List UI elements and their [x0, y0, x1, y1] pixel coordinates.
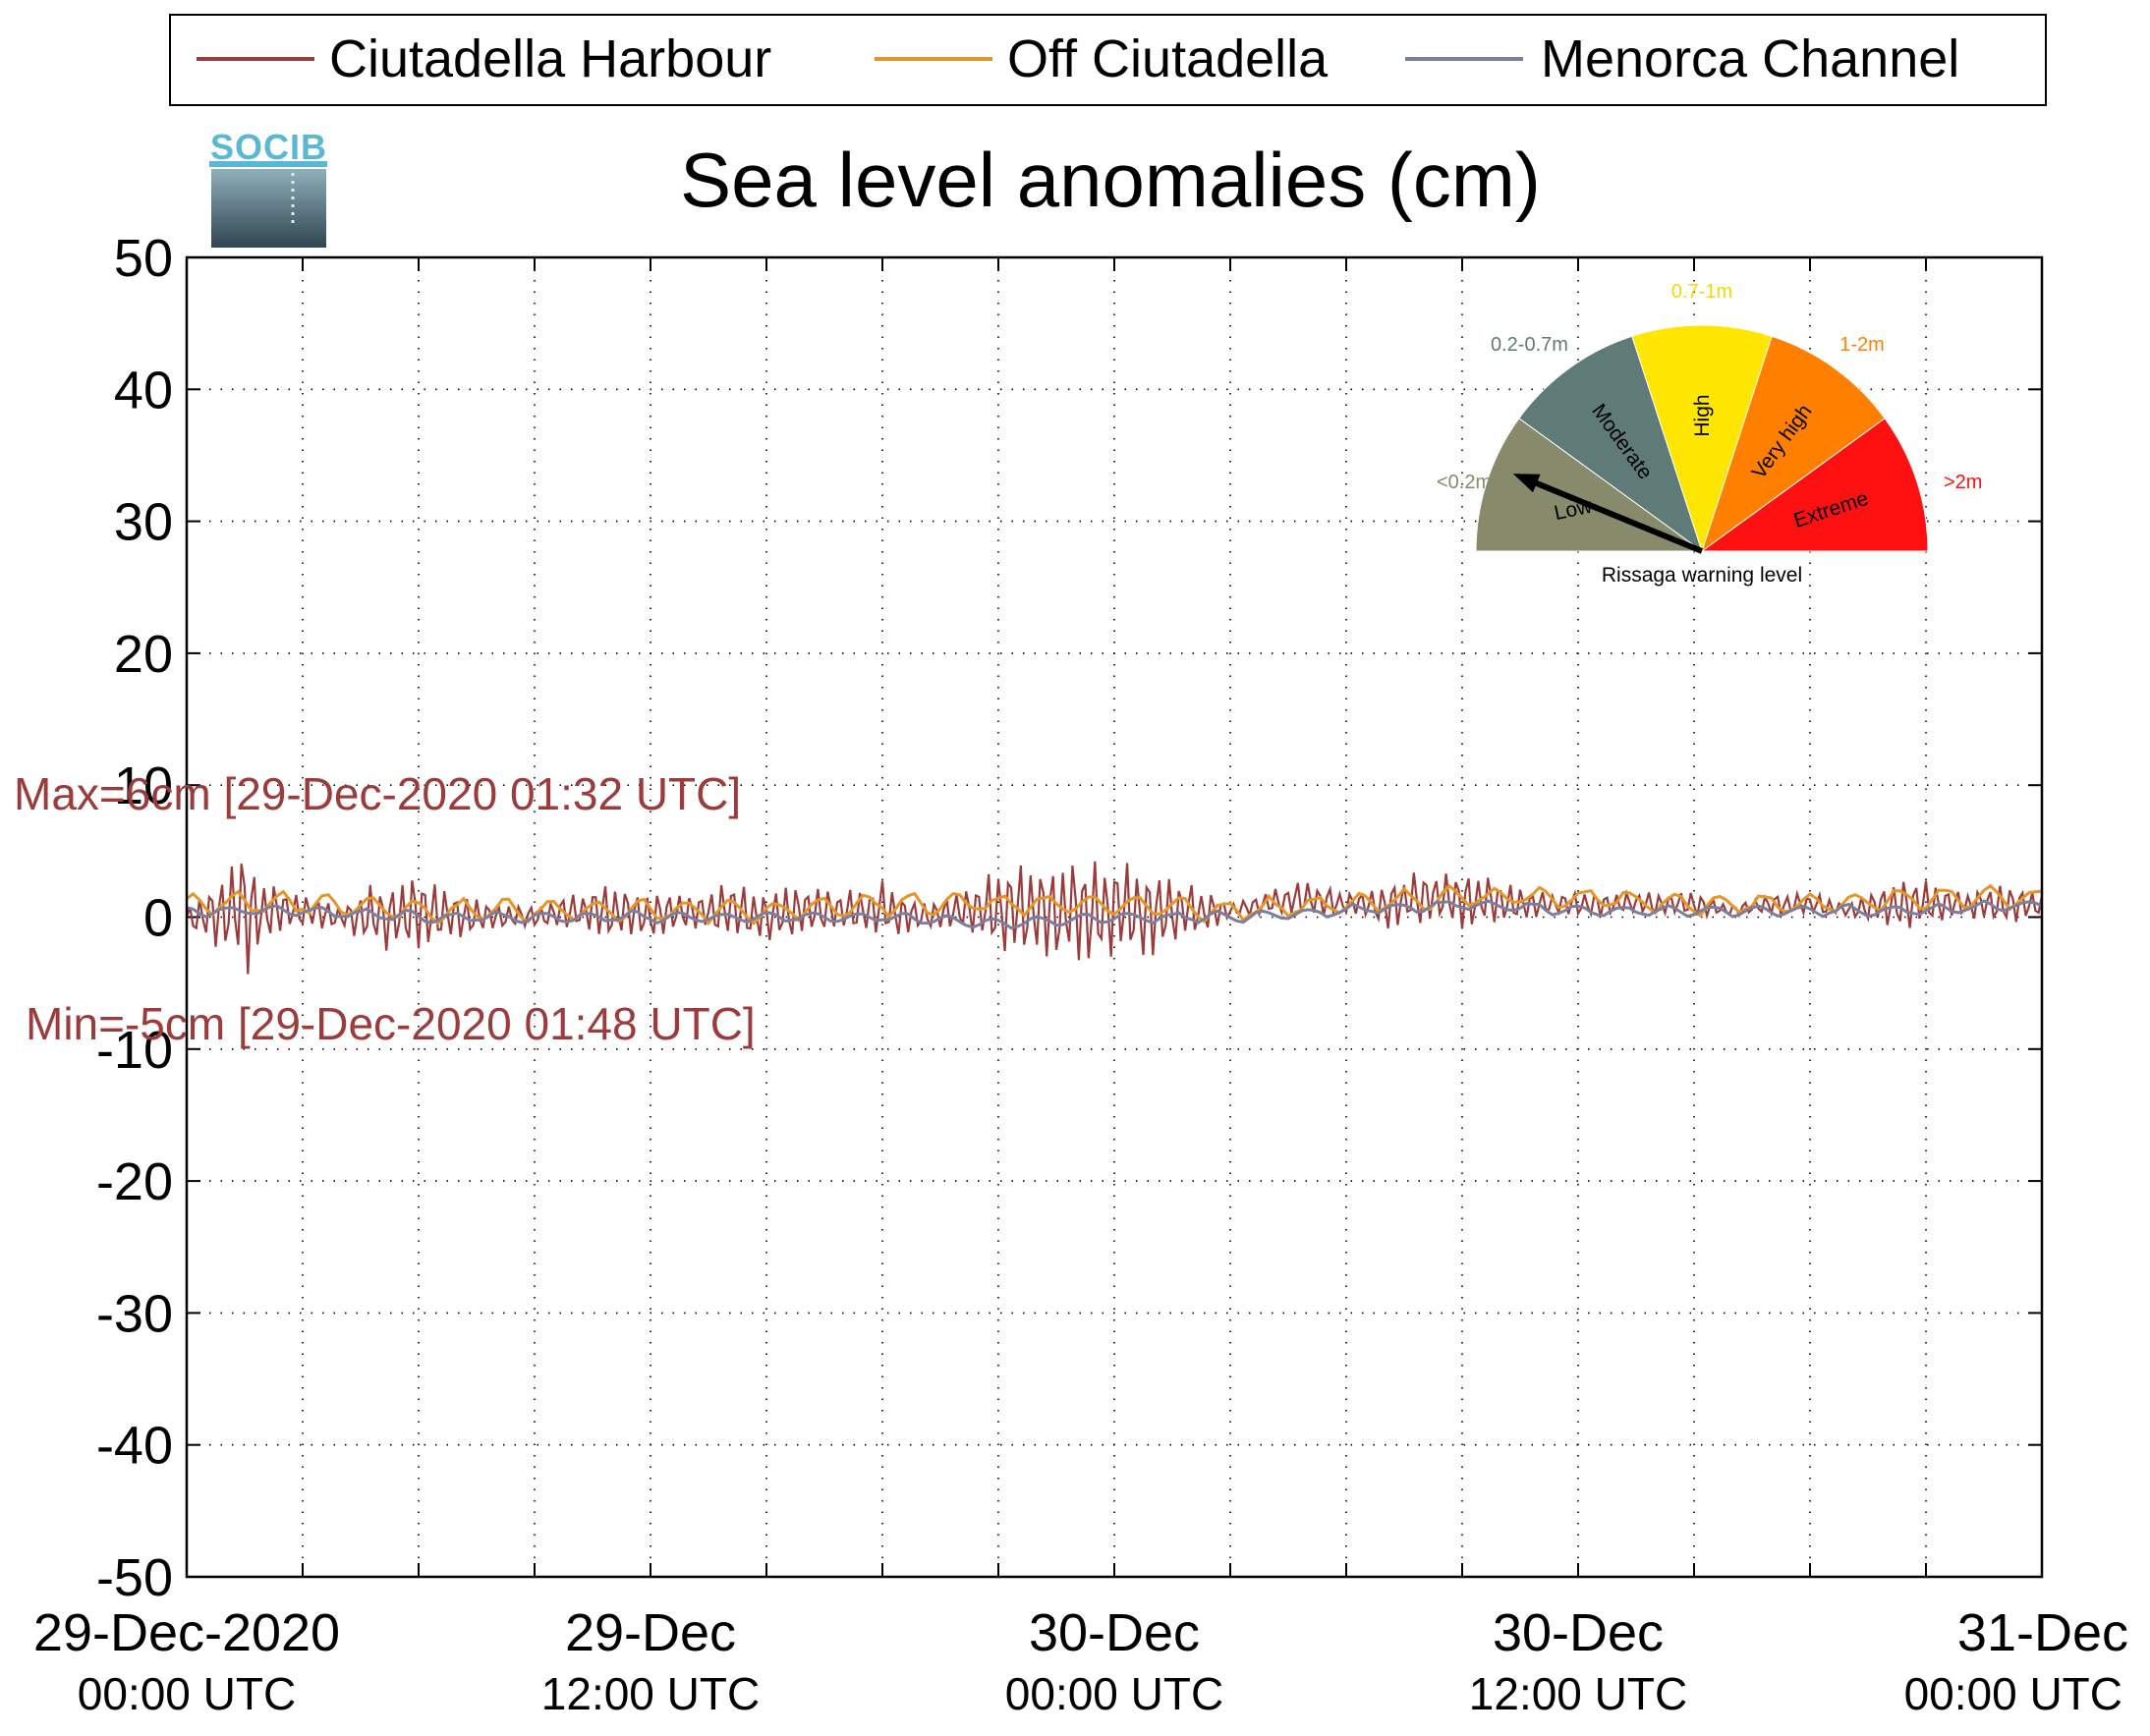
y-tick-label: 50 [114, 229, 173, 288]
x-tick-label-time: 00:00 UTC [1904, 1668, 2122, 1719]
legend-box [169, 14, 2047, 106]
gauge-sector-label: High [1691, 394, 1714, 436]
x-axis: 29-Dec-2020 00:00 UTC 29-Dec 12:00 UTC 30-De… [33, 1563, 2128, 1719]
y-tick-label: 20 [114, 625, 173, 684]
legend-label-harbour: Ciutadella Harbour [329, 29, 771, 88]
plot-frame [185, 255, 2044, 1579]
chart-title: Sea level anomalies (cm) [680, 137, 1541, 223]
y-tick-label: -50 [96, 1548, 173, 1607]
y-tick-label: 0 [143, 889, 173, 948]
gauge-range-label: 0.2-0.7m [1491, 334, 1568, 356]
y-tick-label: 10 [114, 756, 173, 815]
legend-label-channel: Menorca Channel [1541, 29, 1959, 88]
x-tick-label-time: 00:00 UTC [78, 1668, 296, 1719]
x-tick-label-date: 29-Dec-2020 [33, 1603, 340, 1662]
y-tick-label: 30 [114, 493, 173, 552]
gauge-caption: Rissaga warning level [1602, 564, 1802, 587]
gauge-range-label: <0.2m [1437, 472, 1492, 493]
logo-block [211, 169, 326, 248]
min-annotation: Min=-5cm [29-Dec-2020 01:48 UTC] [26, 998, 756, 1049]
socib-logo: SOCIB [209, 127, 327, 248]
gauge-sector [1700, 418, 1929, 552]
y-tick-label: 40 [114, 361, 173, 420]
gauge-sector [1631, 324, 1773, 553]
x-tick-label-date: 29-Dec [565, 1603, 736, 1662]
logo-text: SOCIB [210, 127, 327, 167]
series-layer [185, 861, 2044, 975]
max-annotation: Max=6cm [29-Dec-2020 01:32 UTC] [14, 768, 741, 819]
x-tick-label-date: 30-Dec [1029, 1603, 1200, 1662]
gauge-sector [1475, 418, 1704, 552]
x-tick-label-date: 31-Dec [1957, 1603, 2128, 1662]
y-tick-label: -10 [96, 1021, 173, 1080]
gauge-sector [1701, 335, 1886, 553]
y-tick-label: -40 [96, 1417, 173, 1476]
rissaga-gauge: Rissaga warning level Low<0.2m Moderate0.… [1437, 281, 1982, 587]
legend: Ciutadella Harbour Off Ciutadella Menorc… [169, 14, 2047, 106]
legend-label-off: Off Ciutadella [1007, 29, 1329, 88]
gauge-range-label: 1-2m [1839, 334, 1885, 356]
gauge-pointer-head [1512, 474, 1541, 493]
y-tick-label: -30 [96, 1284, 173, 1343]
gauge-range-label: >2m [1944, 472, 1982, 493]
y-axis: -50 -40 -30 -20 -10 0 10 20 30 40 50 [96, 229, 2042, 1607]
x-tick-label-date: 30-Dec [1493, 1603, 1664, 1662]
y-tick-label: -20 [96, 1152, 173, 1211]
x-tick-label-time: 12:00 UTC [1469, 1668, 1687, 1719]
gauge-pointer [1520, 475, 1704, 554]
series-line-channel [186, 899, 2043, 930]
logo-wave-band [209, 161, 327, 167]
x-tick-label-time: 12:00 UTC [541, 1668, 760, 1719]
x-tick-label-time: 00:00 UTC [1005, 1668, 1223, 1719]
gauge-sector [1518, 335, 1703, 553]
series-line-off [186, 883, 2043, 926]
gauge-range-label: 0.7-1m [1671, 281, 1732, 303]
